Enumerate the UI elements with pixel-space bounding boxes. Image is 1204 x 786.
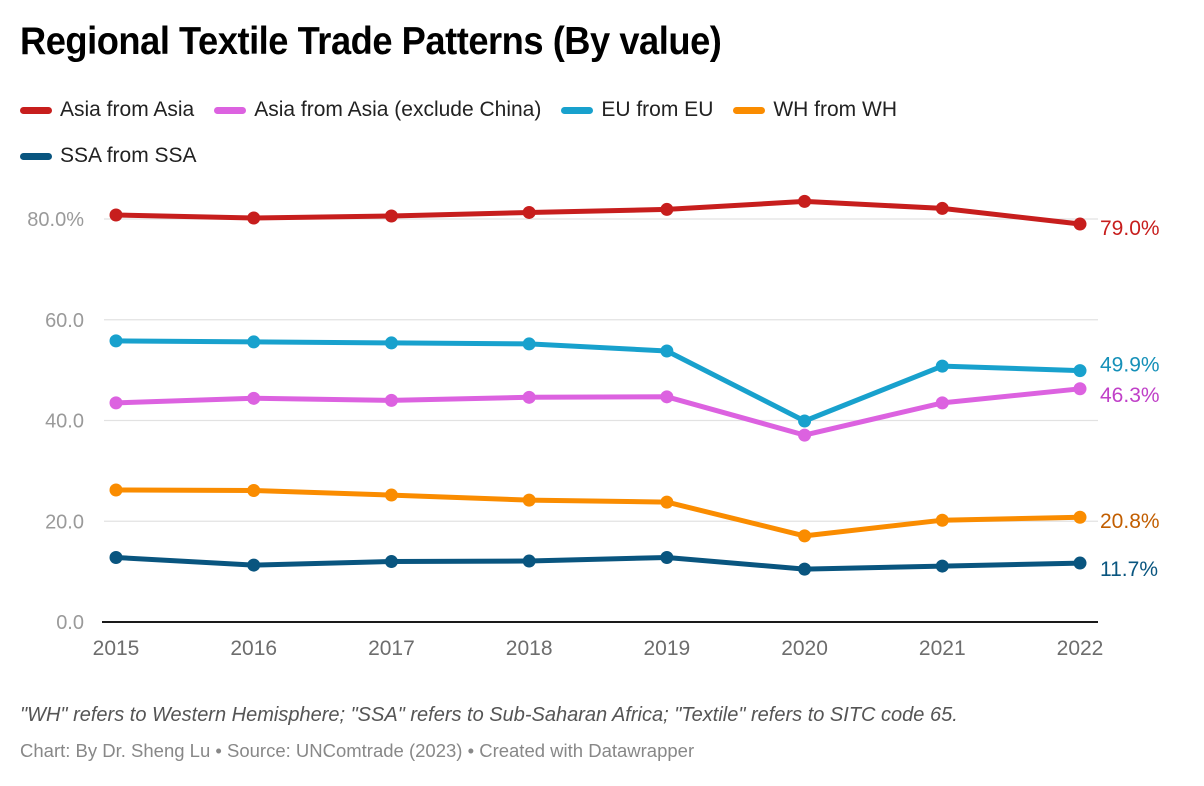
y-tick-label: 80.0% bbox=[27, 209, 84, 231]
chart-credit: Chart: By Dr. Sheng Lu • Source: UNComtr… bbox=[20, 740, 695, 761]
data-point bbox=[798, 562, 812, 576]
y-tick-label: 20.0 bbox=[45, 511, 84, 533]
end-value-label: 20.8% bbox=[1100, 510, 1160, 533]
data-point bbox=[522, 493, 536, 507]
x-tick-label: 2015 bbox=[93, 637, 140, 660]
data-point bbox=[522, 337, 536, 351]
data-point bbox=[247, 391, 261, 405]
legend-swatch bbox=[20, 152, 52, 160]
legend-item: WH from WH bbox=[733, 94, 897, 126]
x-tick-label: 2017 bbox=[368, 637, 415, 660]
legend: Asia from Asia Asia from Asia (exclude C… bbox=[20, 94, 1120, 172]
series-line bbox=[113, 555, 1083, 572]
data-point bbox=[247, 484, 261, 498]
data-point bbox=[935, 559, 949, 573]
data-point bbox=[935, 513, 949, 527]
series-line bbox=[113, 338, 1083, 424]
series-line bbox=[113, 198, 1083, 227]
chart-title: Regional Textile Trade Patterns (By valu… bbox=[20, 20, 722, 63]
data-point bbox=[384, 393, 398, 407]
x-tick-label: 2021 bbox=[919, 637, 966, 660]
x-tick-label: 2020 bbox=[781, 637, 828, 660]
series-line bbox=[113, 386, 1083, 438]
data-point bbox=[1073, 364, 1087, 378]
legend-label: WH from WH bbox=[773, 98, 898, 121]
end-value-label: 49.9% bbox=[1100, 354, 1160, 377]
x-tick-label: 2019 bbox=[643, 637, 690, 660]
data-point bbox=[935, 396, 949, 410]
series-line bbox=[113, 487, 1083, 539]
data-point bbox=[1073, 382, 1087, 396]
legend-swatch bbox=[561, 106, 594, 114]
data-point bbox=[109, 551, 123, 565]
data-point bbox=[660, 551, 674, 565]
data-point bbox=[247, 211, 261, 225]
data-point bbox=[798, 414, 812, 428]
data-point bbox=[109, 334, 123, 348]
data-point bbox=[384, 555, 398, 569]
legend-swatch bbox=[733, 106, 766, 114]
data-point bbox=[1073, 510, 1087, 524]
data-point bbox=[660, 390, 674, 404]
legend-item: SSA from SSA bbox=[20, 140, 1120, 172]
data-point bbox=[798, 194, 812, 208]
legend-swatch bbox=[20, 106, 52, 114]
data-point bbox=[522, 205, 536, 219]
data-point bbox=[384, 336, 398, 350]
legend-item: EU from EU bbox=[561, 94, 713, 126]
y-tick-label: 60.0 bbox=[45, 310, 84, 332]
end-value-label: 79.0% bbox=[1100, 217, 1160, 240]
data-point bbox=[1073, 217, 1087, 231]
chart-notes: "WH" refers to Western Hemisphere; "SSA"… bbox=[20, 704, 958, 726]
data-point bbox=[384, 488, 398, 502]
x-tick-label: 2018 bbox=[506, 637, 553, 660]
x-tick-label: 2016 bbox=[230, 637, 277, 660]
data-point bbox=[384, 209, 398, 223]
data-point bbox=[660, 202, 674, 216]
data-point bbox=[660, 495, 674, 509]
legend-label: Asia from Asia (exclude China) bbox=[254, 98, 542, 121]
legend-item: Asia from Asia (exclude China) bbox=[214, 94, 541, 126]
data-point bbox=[660, 344, 674, 358]
data-point bbox=[935, 359, 949, 373]
data-point bbox=[247, 335, 261, 349]
data-point bbox=[109, 396, 123, 410]
end-value-label: 11.7% bbox=[1100, 558, 1158, 581]
data-point bbox=[522, 554, 536, 568]
legend-label: Asia from Asia bbox=[60, 98, 195, 121]
x-tick-label: 2022 bbox=[1057, 637, 1104, 660]
legend-label: EU from EU bbox=[601, 98, 714, 121]
y-tick-label: 0.0 bbox=[56, 612, 84, 634]
data-point bbox=[109, 208, 123, 222]
data-point bbox=[798, 529, 812, 543]
data-point bbox=[935, 201, 949, 215]
legend-swatch bbox=[214, 106, 247, 114]
data-point bbox=[1073, 556, 1087, 570]
y-tick-label: 40.0 bbox=[45, 411, 84, 433]
data-point bbox=[109, 483, 123, 497]
data-point bbox=[522, 390, 536, 404]
data-point bbox=[798, 428, 812, 442]
end-value-label: 46.3% bbox=[1100, 384, 1160, 407]
legend-label: SSA from SSA bbox=[60, 144, 197, 167]
legend-item: Asia from Asia bbox=[20, 94, 194, 126]
data-point bbox=[247, 558, 261, 572]
